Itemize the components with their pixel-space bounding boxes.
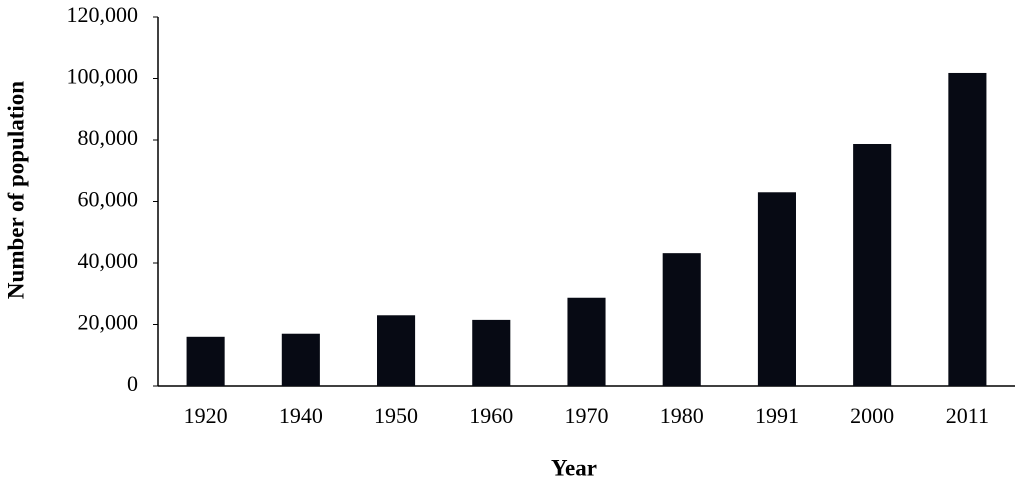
bar [948, 72, 987, 386]
x-axis-title: Year [551, 455, 597, 480]
y-tick-label: 100,000 [67, 64, 139, 89]
bar [472, 319, 511, 386]
x-tick-label: 2011 [946, 403, 989, 428]
x-tick-label: 1960 [469, 403, 513, 428]
x-tick-label: 1970 [565, 403, 609, 428]
bar [377, 315, 416, 386]
bar [757, 192, 796, 386]
bar [662, 253, 701, 386]
y-tick-label: 0 [127, 371, 138, 396]
bar [853, 143, 892, 386]
y-tick-label: 80,000 [78, 125, 139, 150]
bar [567, 297, 606, 386]
x-tick-label: 1940 [279, 403, 323, 428]
y-tick-label: 20,000 [78, 310, 139, 335]
bar [186, 336, 225, 386]
y-axis-title: Number of population [3, 81, 28, 299]
x-tick-label: 1950 [374, 403, 418, 428]
bar [281, 333, 320, 386]
y-tick-label: 60,000 [78, 187, 139, 212]
y-tick-label: 120,000 [67, 2, 139, 27]
x-tick-label: 1980 [660, 403, 704, 428]
x-tick-label: 2000 [850, 403, 894, 428]
x-tick-label: 1991 [755, 403, 799, 428]
y-tick-label: 40,000 [78, 248, 139, 273]
x-tick-label: 1920 [184, 403, 228, 428]
